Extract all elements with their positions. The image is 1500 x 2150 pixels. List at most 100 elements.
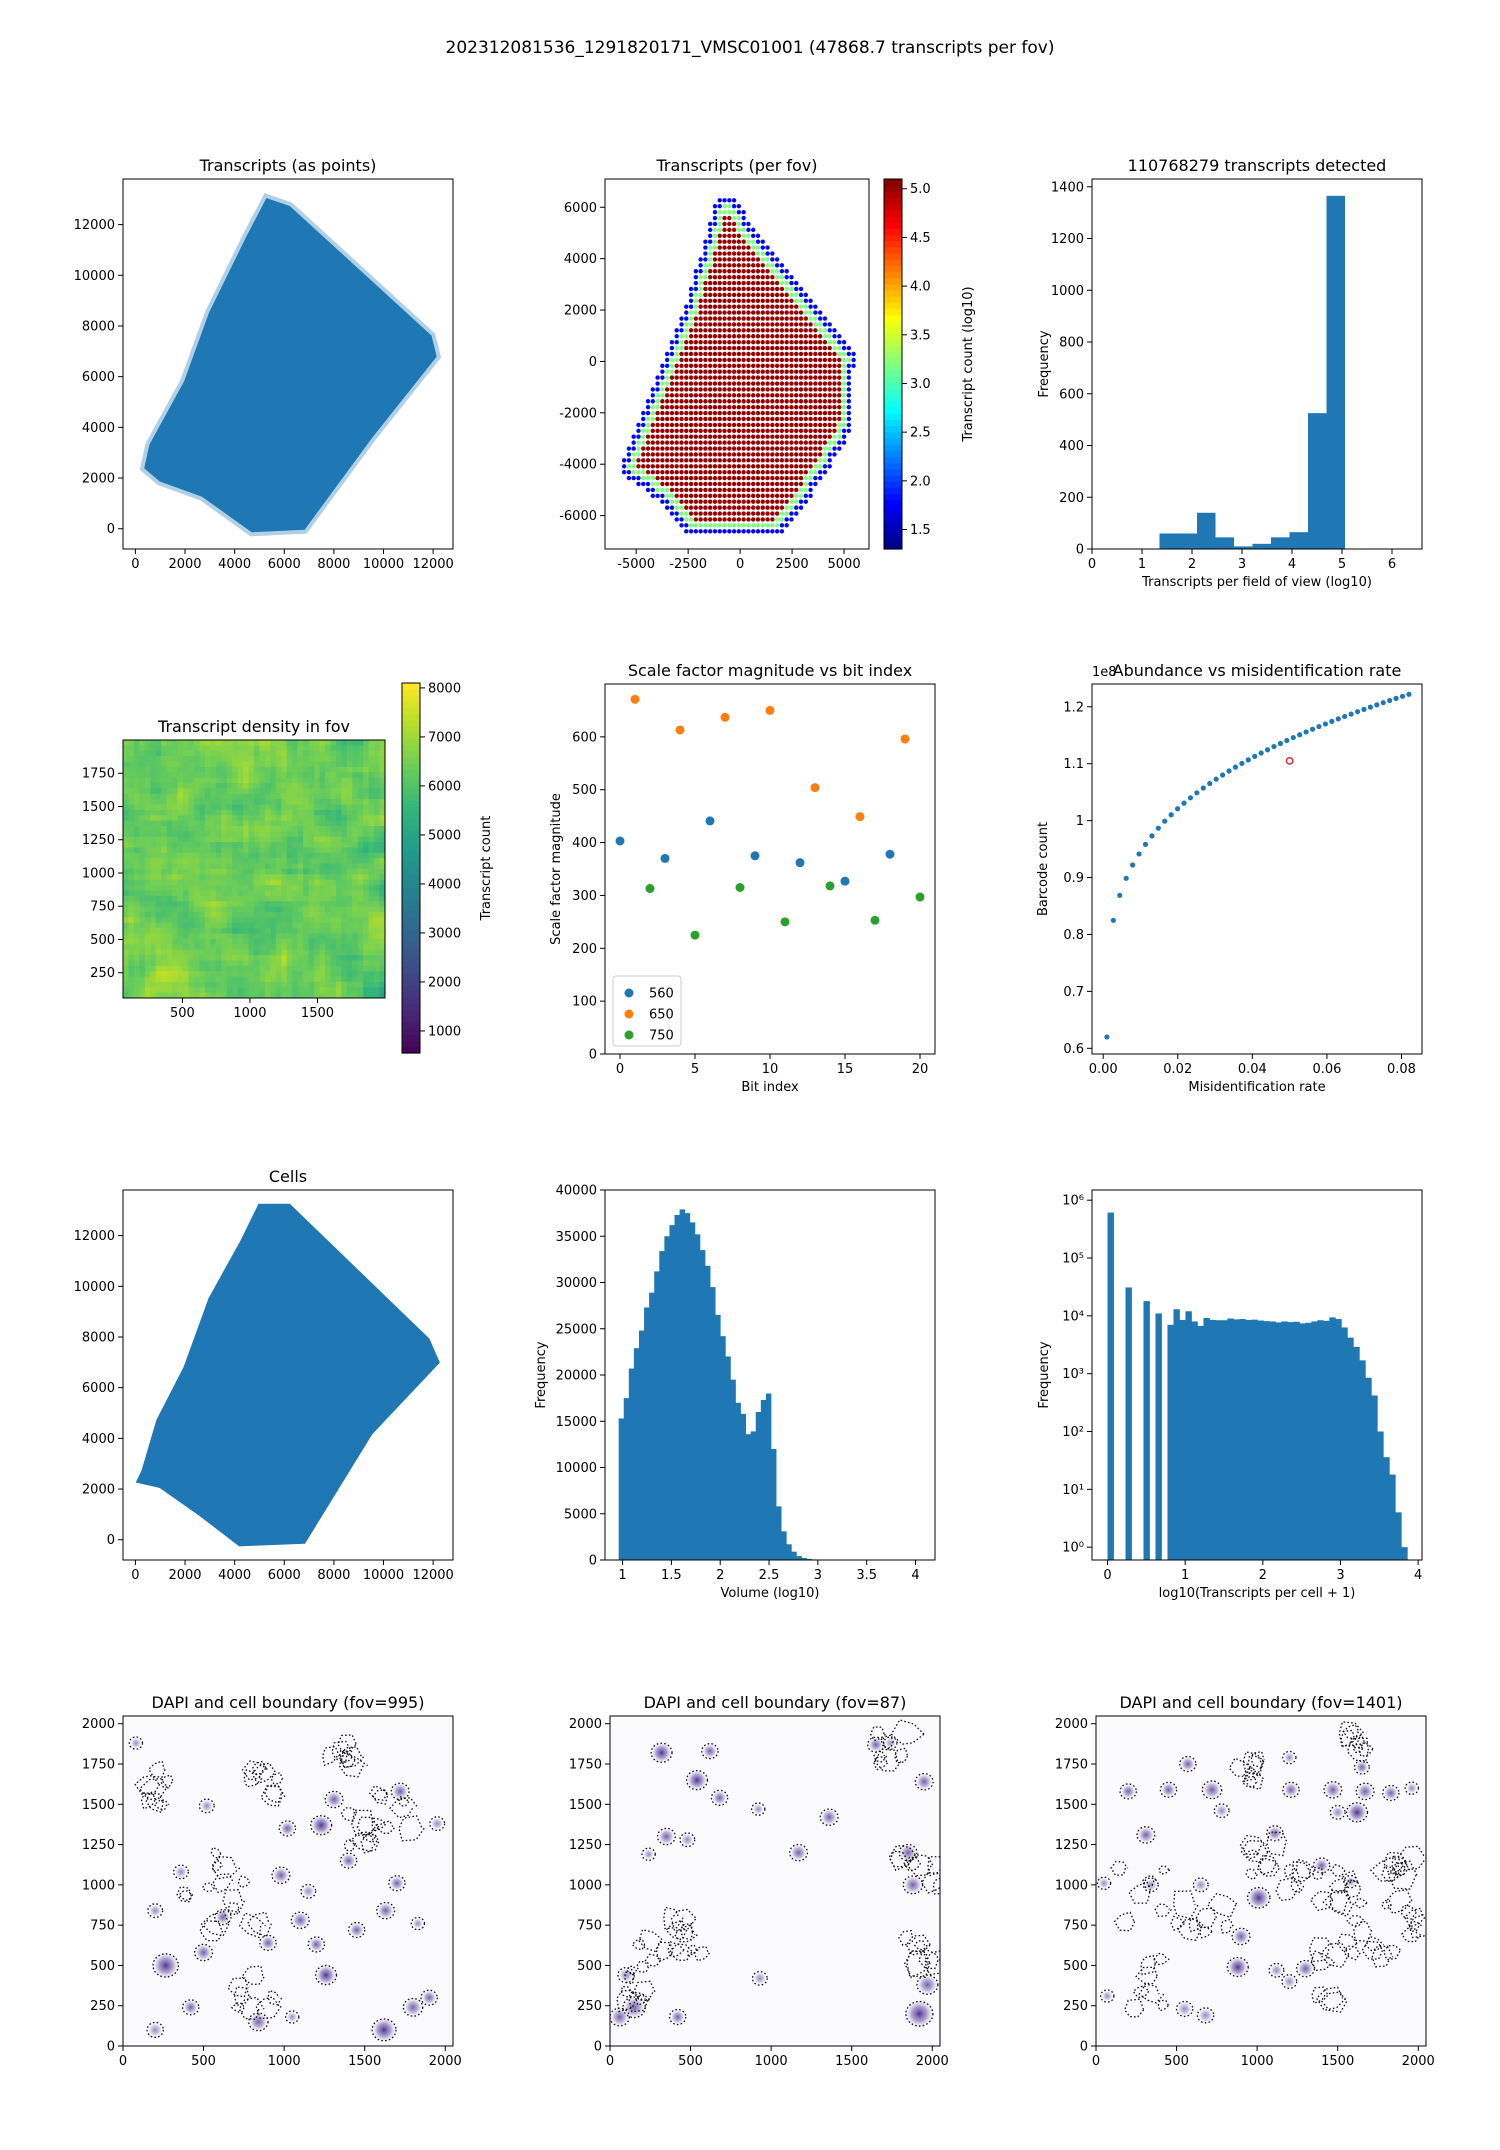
density-cell	[133, 874, 140, 881]
density-cell	[319, 933, 326, 940]
fov-point	[712, 446, 718, 451]
density-cell	[319, 992, 326, 998]
density-cell	[374, 917, 381, 924]
density-cell	[270, 815, 277, 822]
fov-point	[779, 357, 785, 363]
fov-point	[674, 458, 679, 463]
y-tick-label: 10⁴	[1062, 1309, 1084, 1324]
curve-point	[1348, 711, 1354, 717]
fov-point	[746, 251, 751, 256]
density-cell	[139, 933, 146, 940]
fov-point	[679, 481, 684, 487]
density-cell	[330, 992, 337, 998]
density-cell	[254, 772, 260, 779]
histogram-bar	[1239, 1319, 1246, 1560]
fov-point	[674, 387, 679, 392]
density-cell	[363, 815, 370, 822]
density-cell	[292, 842, 299, 848]
density-cell	[314, 799, 320, 805]
plot-area-transcripts-histogram	[1159, 195, 1345, 549]
nucleus-blob	[1324, 1781, 1342, 1799]
fov-point	[703, 363, 708, 368]
density-cell	[161, 831, 168, 838]
fov-point	[731, 499, 737, 504]
density-cell	[259, 933, 266, 940]
colorbar-density-in-fov: 10002000300040005000600070008000Transcri…	[401, 681, 494, 1054]
y-tick-label: 0	[589, 1554, 597, 1569]
cell-boundary	[371, 2018, 397, 2042]
density-cell	[292, 901, 299, 908]
density-cell	[292, 826, 299, 832]
density-cell	[275, 842, 282, 848]
density-cell	[221, 885, 228, 891]
density-cell	[286, 890, 293, 897]
density-cell	[341, 745, 348, 752]
density-cell	[215, 842, 222, 848]
fov-point	[813, 369, 818, 374]
density-cell	[221, 766, 228, 773]
density-cell	[232, 799, 239, 805]
density-cell	[210, 815, 217, 822]
density-cell	[352, 976, 359, 983]
fov-point	[693, 469, 699, 475]
fov-point	[832, 440, 837, 445]
fov-point	[693, 458, 699, 463]
fov-point	[798, 351, 804, 357]
density-cell	[123, 976, 129, 983]
fov-point	[741, 416, 746, 422]
density-cell	[341, 895, 348, 902]
cell-boundary	[1100, 1989, 1115, 2003]
density-cell	[264, 863, 271, 870]
density-cell	[275, 761, 282, 768]
density-cell	[128, 750, 135, 757]
density-cell	[161, 869, 168, 875]
density-cell	[286, 971, 293, 977]
density-cell	[324, 933, 331, 940]
nucleus-blob	[308, 1937, 324, 1952]
fov-point	[741, 422, 746, 428]
fov-point	[837, 363, 842, 368]
density-cell	[150, 831, 157, 838]
fov-point	[645, 469, 651, 475]
density-cell	[352, 809, 359, 816]
density-cell	[144, 788, 151, 795]
cell-boundary	[356, 1816, 379, 1836]
fov-point	[798, 381, 804, 386]
density-cell	[379, 944, 385, 951]
density-cell	[150, 750, 157, 757]
density-cell	[199, 981, 206, 988]
density-cell	[270, 976, 277, 983]
fov-point	[722, 416, 727, 422]
fov-point	[808, 328, 813, 333]
density-cell	[286, 863, 293, 870]
y-tick-label: 250	[577, 1999, 602, 2014]
density-cell	[341, 960, 348, 967]
fov-point	[717, 446, 722, 451]
density-cell	[330, 761, 337, 768]
density-cell	[166, 976, 173, 983]
density-cell	[368, 981, 375, 988]
density-cell	[232, 831, 239, 838]
colorbar-step	[884, 191, 902, 199]
density-cell	[281, 971, 288, 977]
density-cell	[161, 879, 168, 886]
fov-point	[693, 339, 699, 345]
nucleus-blob	[430, 1817, 444, 1831]
density-cell	[352, 858, 359, 865]
fov-point	[779, 469, 785, 475]
y-tick-label: 35000	[556, 1230, 597, 1245]
density-cell	[281, 777, 288, 784]
density-cell	[139, 901, 146, 908]
density-cell	[193, 745, 200, 752]
density-cell	[335, 879, 342, 886]
density-cell	[379, 804, 385, 811]
fov-point	[794, 446, 799, 451]
density-cell	[150, 761, 157, 768]
fov-point	[684, 458, 689, 463]
histogram-bar	[1401, 1547, 1408, 1560]
density-cell	[221, 745, 228, 752]
density-cell	[226, 901, 233, 908]
density-cell	[270, 804, 277, 811]
x-tick-label: 10000	[363, 1568, 404, 1583]
density-cell	[270, 917, 277, 924]
